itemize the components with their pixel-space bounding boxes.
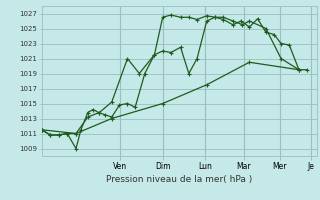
X-axis label: Pression niveau de la mer( hPa ): Pression niveau de la mer( hPa ) xyxy=(106,175,252,184)
